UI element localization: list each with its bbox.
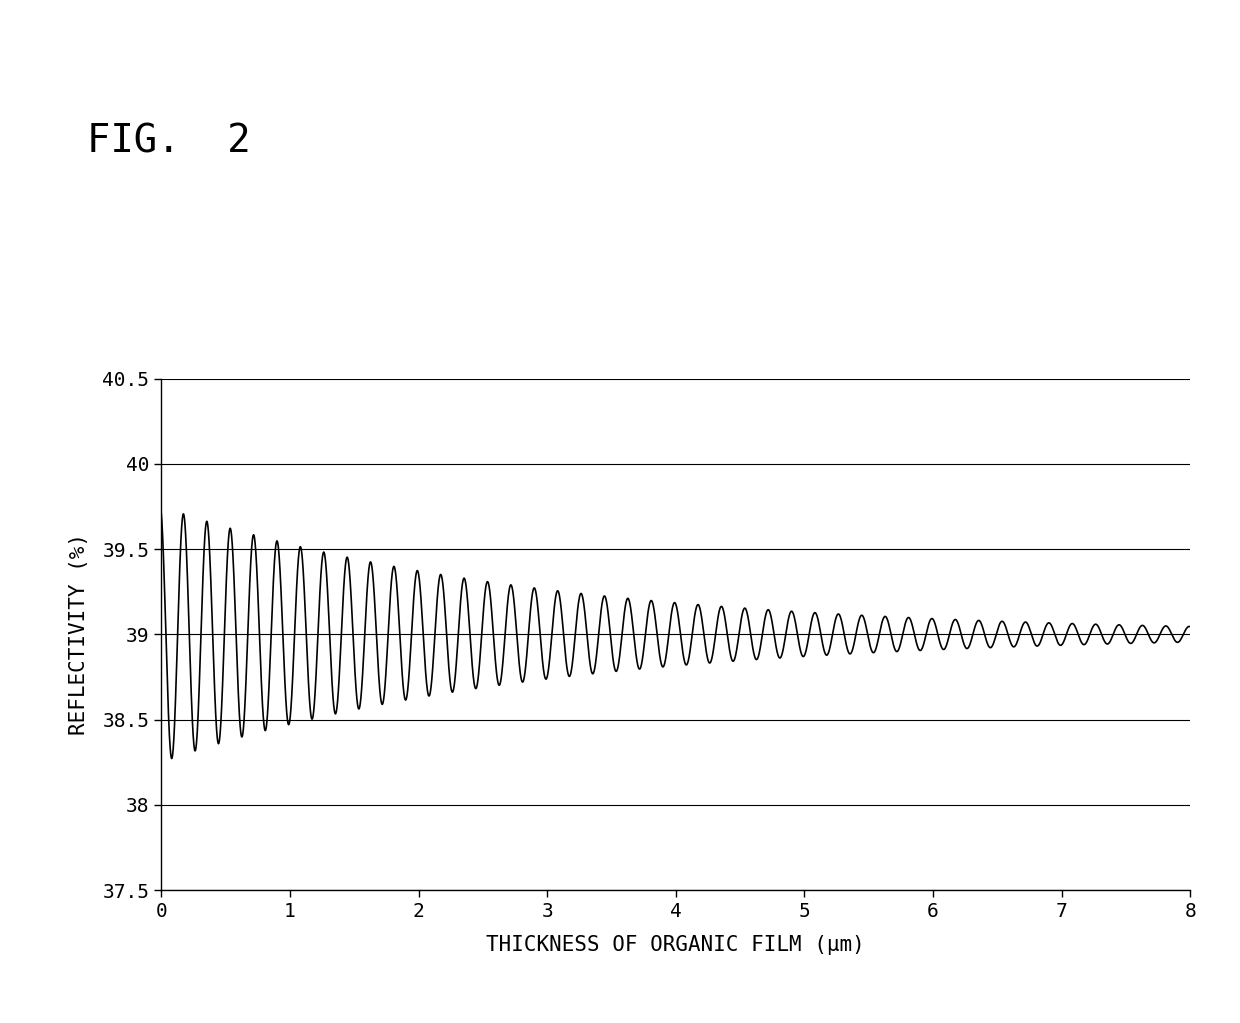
Y-axis label: REFLECTIVITY (%): REFLECTIVITY (%) [68,533,88,736]
Text: FIG.  2: FIG. 2 [87,123,250,161]
X-axis label: THICKNESS OF ORGANIC FILM (μm): THICKNESS OF ORGANIC FILM (μm) [486,935,866,954]
